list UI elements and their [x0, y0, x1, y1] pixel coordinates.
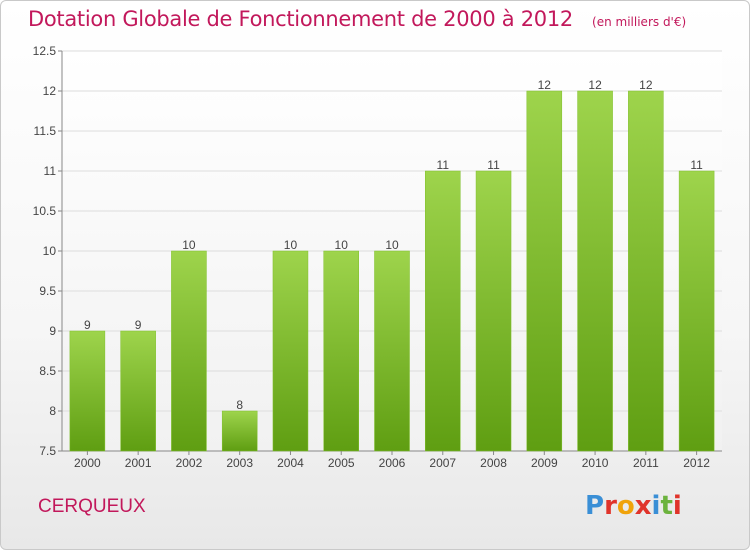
y-tick-label: 7.5 [39, 444, 56, 458]
chart-subtitle: (en milliers d'€) [592, 15, 687, 29]
data-label: 11 [487, 158, 500, 172]
bar [475, 170, 512, 452]
x-tick-label: 2009 [531, 456, 558, 470]
data-label: 9 [135, 318, 142, 332]
data-label: 8 [236, 398, 243, 412]
x-tick-label: 2005 [328, 456, 355, 470]
y-tick-label: 9 [49, 324, 56, 338]
x-tick-label: 2002 [176, 456, 203, 470]
x-tick-label: 2000 [74, 456, 101, 470]
commune-name: CERQUEUX [38, 496, 146, 517]
data-label: 12 [639, 78, 653, 92]
bar [374, 250, 410, 452]
logo-letter: i [651, 491, 661, 521]
data-label: 10 [284, 238, 298, 252]
logo-letter: P [585, 491, 605, 521]
plot-area: 7.5 8 8.5 9 9.5 10 10.5 11 11.5 12 12.5 2000 9 2001 9 2… [33, 44, 722, 470]
logo-letter: t [660, 491, 673, 521]
y-tick-label: 10.5 [33, 204, 57, 218]
y-tick-label: 8.5 [39, 364, 56, 378]
x-tick-label: 2008 [480, 456, 507, 470]
bar [526, 90, 563, 452]
x-tick-label: 2010 [582, 456, 609, 470]
x-tick-label: 2004 [277, 456, 304, 470]
bar [678, 170, 715, 452]
bar [628, 90, 664, 452]
logo-letter: i [672, 491, 682, 521]
x-tick-label: 2007 [429, 456, 456, 470]
y-tick-label: 11.5 [34, 124, 57, 138]
proxiti-logo: Proxiti [585, 491, 682, 521]
data-label: 12 [538, 78, 552, 92]
x-tick-label: 2012 [683, 456, 710, 470]
bar [171, 250, 207, 452]
x-tick-label: 2011 [633, 456, 659, 470]
x-tick-label: 2003 [226, 456, 253, 470]
bar [69, 330, 106, 452]
chart-title: Dotation Globale de Fonctionnement de 20… [28, 7, 573, 31]
bar [323, 250, 359, 452]
y-tick-label: 11 [44, 164, 57, 178]
y-tick-label: 10 [43, 244, 57, 258]
y-tick-label: 8 [49, 404, 56, 418]
data-label: 11 [690, 158, 703, 172]
bar [577, 90, 613, 452]
data-label: 12 [588, 78, 602, 92]
logo-letter: o [616, 491, 635, 521]
logo-letter: x [634, 491, 652, 521]
bar [221, 410, 258, 452]
data-label: 9 [84, 318, 91, 332]
title-row: Dotation Globale de Fonctionnement de 20… [28, 7, 686, 31]
data-label: 10 [182, 238, 196, 252]
y-tick-label: 12 [43, 84, 57, 98]
data-label: 11 [437, 158, 450, 172]
bar [425, 170, 461, 452]
x-tick-label: 2001 [125, 456, 152, 470]
bar [272, 250, 309, 452]
bar [120, 330, 156, 452]
data-label: 10 [335, 238, 349, 252]
y-tick-label: 12.5 [33, 44, 57, 58]
logo-letter: r [604, 491, 617, 521]
x-tick-label: 2006 [379, 456, 406, 470]
data-label: 10 [385, 238, 399, 252]
y-tick-label: 9.5 [39, 284, 56, 298]
